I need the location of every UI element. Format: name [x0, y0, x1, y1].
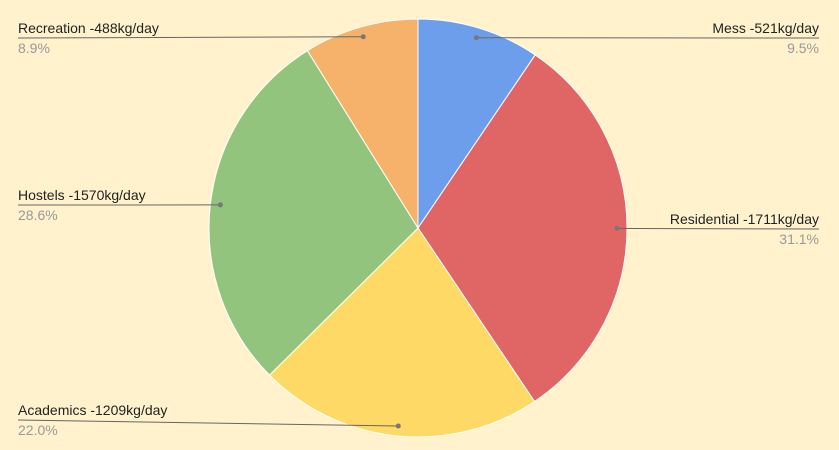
leader-line	[616, 227, 820, 230]
slice-percent: 28.6%	[18, 207, 58, 223]
slice-percent: 9.5%	[787, 40, 819, 56]
slice-percent: 31.1%	[779, 231, 819, 247]
leader-dot	[614, 225, 620, 231]
slice-percent: 22.0%	[18, 422, 58, 438]
pie-slice-2[interactable]	[268, 227, 536, 438]
leader-dot	[217, 202, 223, 208]
slice-label: Hostels -1570kg/day	[18, 187, 146, 203]
pie-slice-4[interactable]	[306, 18, 419, 230]
leader-line	[17, 36, 364, 39]
leader-dot	[360, 34, 366, 40]
pie-slice-0[interactable]	[417, 18, 536, 230]
slice-label: Academics -1209kg/day	[18, 402, 167, 418]
slice-label: Mess -521kg/day	[712, 20, 819, 36]
leader-dot	[473, 35, 479, 41]
slice-percent: 8.9%	[18, 40, 50, 56]
leader-dot	[395, 423, 401, 429]
slice-label: Residential -1711kg/day	[670, 211, 819, 227]
pie-slice-3[interactable]	[208, 49, 419, 376]
leader-line	[17, 419, 399, 427]
slice-label: Recreation -488kg/day	[18, 20, 159, 36]
